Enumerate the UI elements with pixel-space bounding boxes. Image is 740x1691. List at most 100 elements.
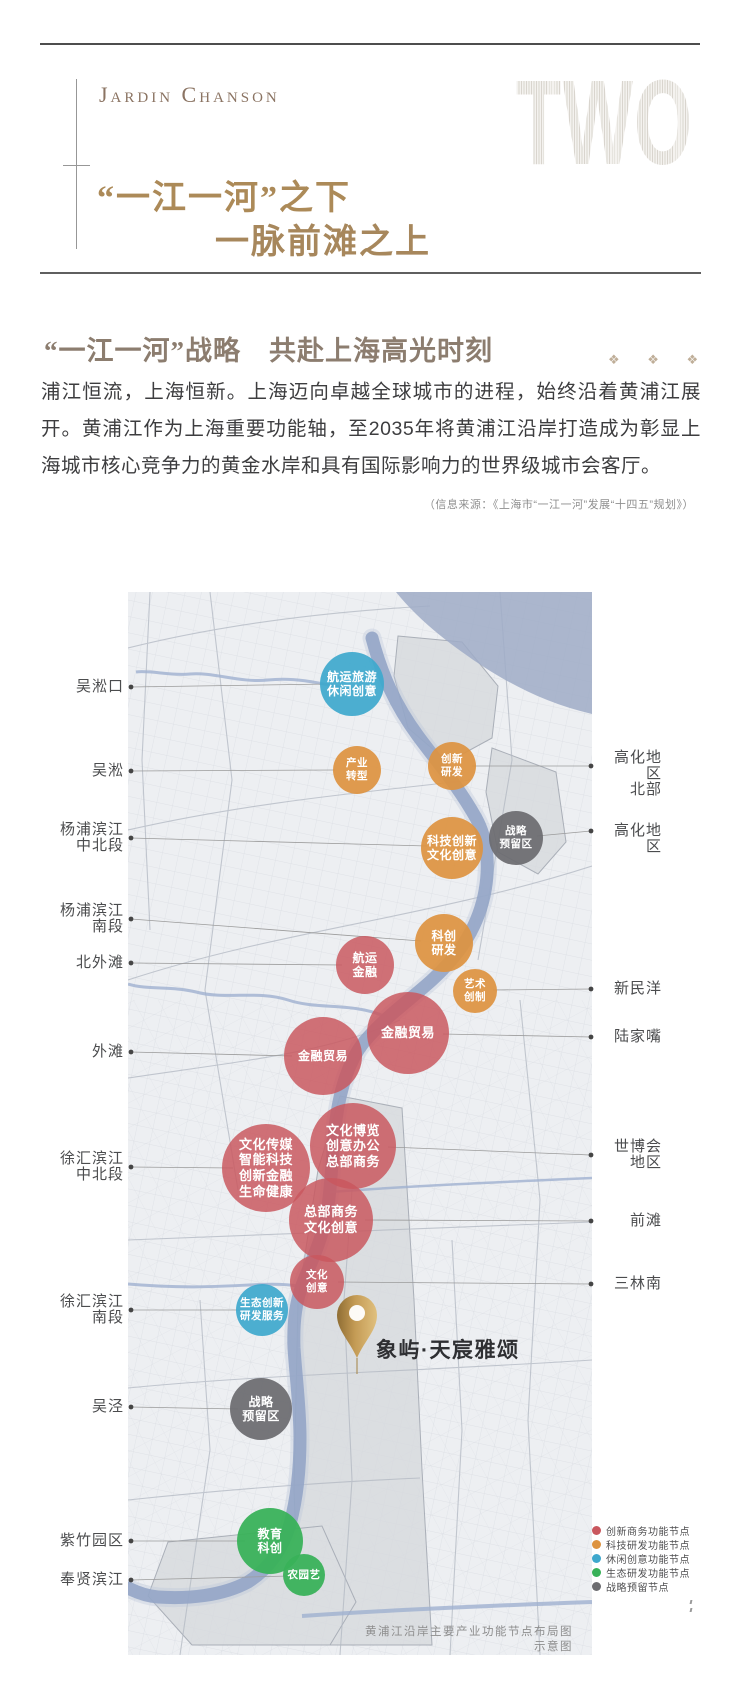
map-left-label: 徐汇滨江 中北段 — [59, 1150, 124, 1183]
legend-swatch-business — [592, 1525, 601, 1535]
map-left-label: 徐汇滨江 南段 — [59, 1293, 124, 1326]
leader-line — [130, 683, 330, 688]
legend-item: 战略预留节点 — [592, 1579, 669, 1594]
label-dot — [128, 835, 134, 841]
project-name-label: 象屿·天宸雅颂 — [376, 1339, 520, 1362]
label-dot — [128, 1538, 134, 1544]
legend-label: 休闲创意功能节点 — [606, 1554, 690, 1566]
map-right-label: 新民洋 — [613, 980, 662, 997]
yangtze-estuary — [396, 592, 592, 714]
map-caption: 黄浦江沿岸主要产业功能节点布局图 示意图 — [313, 1625, 573, 1655]
leader-line — [387, 1146, 592, 1156]
legend-label: 战略预留节点 — [606, 1582, 669, 1594]
function-node-business: 航运 金融 — [336, 936, 394, 994]
legend-label: 生态研发功能节点 — [606, 1568, 690, 1580]
main-title-line1: “一江一河”之下 — [97, 180, 351, 217]
leader-line — [130, 962, 343, 966]
leader-line — [337, 1281, 592, 1285]
map-left-label: 吴淞口 — [75, 678, 124, 695]
brand-vertical-line — [76, 79, 77, 249]
label-dot — [128, 1307, 134, 1313]
label-dot — [128, 1164, 134, 1170]
map-left-label: 吴泾 — [91, 1398, 124, 1415]
map-right-label: 高化地区 北部 — [613, 749, 662, 798]
label-dot — [128, 960, 134, 966]
function-node-tech: 科创 研发 — [415, 914, 473, 972]
label-dot — [128, 916, 134, 922]
label-dot — [128, 768, 134, 774]
map-right-label: 三林南 — [613, 1275, 662, 1292]
body-paragraph: 浦江恒流，上海恒新。上海迈向卓越全球城市的进程，始终沿着黄浦江展开。黄浦江作为上… — [41, 381, 701, 477]
leader-line — [130, 1166, 234, 1169]
label-dot — [588, 763, 594, 769]
leader-line — [130, 837, 428, 847]
map-caption-line1: 黄浦江沿岸主要产业功能节点布局图 — [365, 1626, 573, 1638]
function-node-eco: 教育 科创 — [237, 1508, 303, 1574]
function-node-tech: 科技创新 文化创意 — [421, 817, 483, 879]
function-node-business: 金融贸易 — [284, 1017, 362, 1095]
legend-swatch-reserve — [592, 1581, 601, 1591]
leader-line — [130, 1406, 239, 1410]
leader-line — [364, 1219, 592, 1222]
legend-swatch-tech — [592, 1539, 601, 1549]
legend-label: 创新商务功能节点 — [606, 1526, 690, 1538]
ornament-icon: ❖ ❖ ❖ — [608, 352, 711, 367]
label-dot — [588, 986, 594, 992]
map-left-label: 紫竹园区 — [59, 1532, 124, 1549]
legend-label: 科技研发功能节点 — [606, 1540, 690, 1552]
top-rule — [40, 43, 700, 45]
map-caption-line2: 示意图 — [534, 1641, 573, 1653]
map-left-label: 外滩 — [91, 1043, 124, 1060]
function-node-tech: 创新 研发 — [428, 742, 476, 790]
map-left-label: 吴淞 — [91, 762, 124, 779]
artifact-mark — [689, 1600, 693, 1616]
label-dot — [588, 1281, 594, 1287]
brand-logotype: Jardin Chanson — [99, 82, 280, 107]
legend-swatch-eco — [592, 1567, 601, 1577]
section-heading: “一江一河”战略 共赴上海高光时刻 — [44, 336, 493, 366]
map-right-label: 世博会 地区 — [613, 1138, 662, 1171]
label-dot — [128, 1404, 134, 1410]
function-node-eco: 农园艺 — [283, 1554, 325, 1596]
function-node-business: 文化传媒 智能科技 创新金融 生命健康 — [222, 1124, 310, 1212]
function-node-reserve: 战略 预留区 — [489, 811, 543, 865]
label-dot — [128, 684, 134, 690]
function-node-business: 文化 创意 — [290, 1255, 344, 1309]
map-left-label: 奉贤滨江 — [59, 1571, 124, 1588]
legend-item: 科技研发功能节点 — [592, 1537, 690, 1552]
function-node-leisure: 生态创新 研发服务 — [236, 1284, 288, 1336]
divider-rule — [40, 272, 701, 274]
function-node-tech: 产业 转型 — [333, 746, 381, 794]
leader-line — [492, 988, 592, 991]
function-node-business: 文化博览 创意办公 总部商务 — [310, 1103, 396, 1189]
function-node-leisure: 航运旅游 休闲创意 — [320, 652, 384, 716]
leader-line — [130, 1575, 290, 1581]
label-dot — [128, 1049, 134, 1055]
map-right-label: 前滩 — [629, 1212, 662, 1229]
function-node-business: 金融贸易 — [367, 992, 449, 1074]
label-dot — [588, 1152, 594, 1158]
legend-item: 生态研发功能节点 — [592, 1565, 690, 1580]
label-dot — [588, 1034, 594, 1040]
brand-tick-line — [63, 165, 90, 166]
map-left-label: 杨浦滨江 南段 — [59, 902, 124, 935]
legend-item: 创新商务功能节点 — [592, 1523, 690, 1538]
leader-line — [536, 830, 592, 837]
map-right-label: 陆家嘴 — [613, 1028, 662, 1045]
location-pin-icon — [337, 1295, 377, 1374]
label-dot — [588, 828, 594, 834]
map-left-label: 杨浦滨江 中北段 — [59, 821, 124, 854]
legend-item: 休闲创意功能节点 — [592, 1551, 690, 1566]
leader-line — [130, 769, 336, 772]
leader-line — [130, 1051, 293, 1057]
leader-line — [442, 1033, 592, 1038]
section-number-watermark: TWO — [516, 55, 694, 191]
function-node-tech: 艺术 创制 — [453, 969, 497, 1013]
label-dot — [128, 1577, 134, 1583]
label-dot — [588, 1218, 594, 1224]
legend-swatch-leisure — [592, 1553, 601, 1563]
main-title-line2: 一脉前滩之上 — [215, 224, 431, 261]
